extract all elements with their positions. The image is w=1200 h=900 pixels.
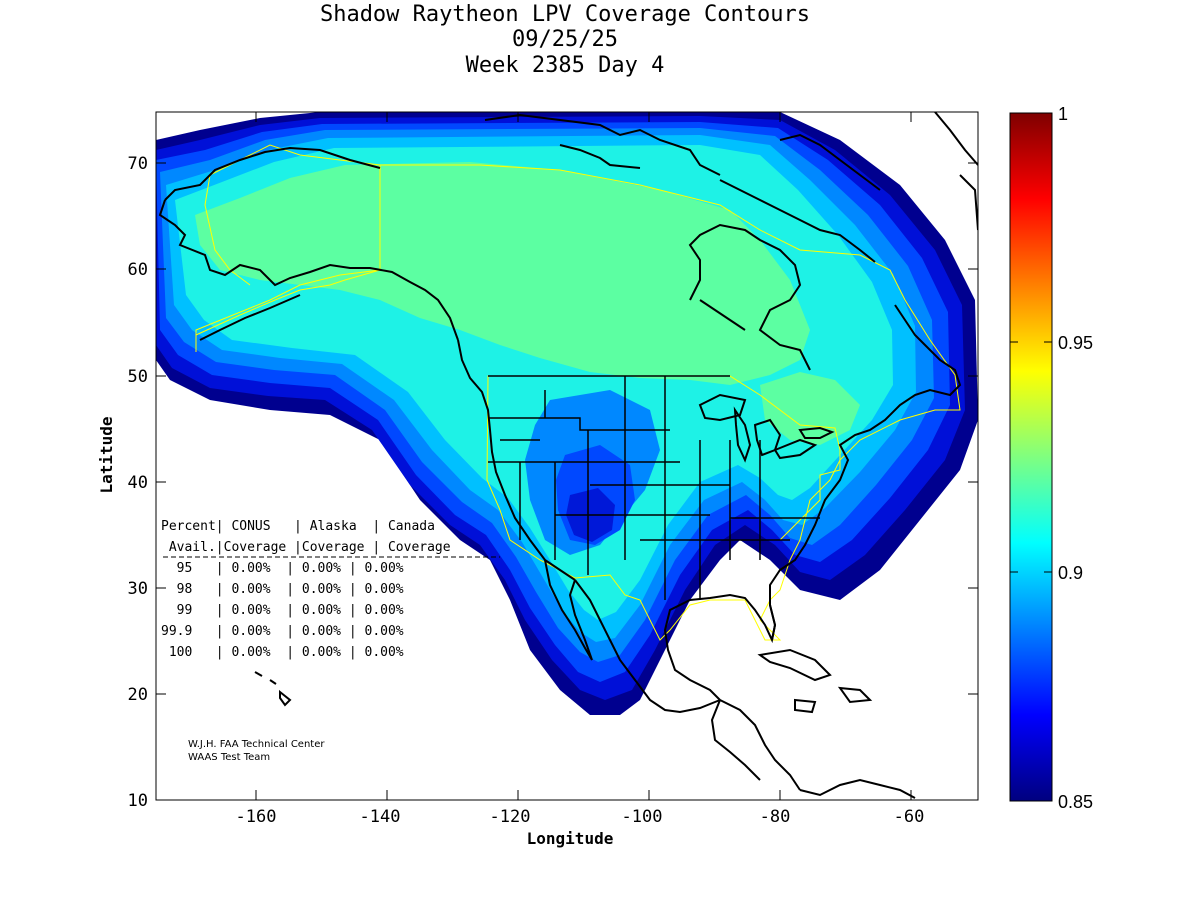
credit-line: WAAS Test Team [188, 752, 270, 763]
table-row: 99.9 | 0.00% | 0.00% | 0.00% [161, 624, 404, 639]
colorbar [1009, 112, 1053, 802]
table-header: Avail.|Coverage |Coverage | Coverage [161, 540, 451, 555]
x-axis-label: Longitude [527, 829, 614, 848]
coverage-table: Percent| CONUS | Alaska | Canada Avail.|… [161, 519, 500, 660]
tick-marks [156, 112, 978, 800]
chart-week-day: Week 2385 Day 4 [466, 53, 665, 78]
table-row: 95 | 0.00% | 0.00% | 0.00% [161, 561, 404, 576]
table-row: 98 | 0.00% | 0.00% | 0.00% [161, 582, 404, 597]
table-header: Percent| CONUS | Alaska | Canada [161, 519, 435, 534]
colorbar-tick-label: 1 [1058, 104, 1068, 124]
x-tick-label: -120 [490, 807, 531, 827]
colorbar-tick-label: 0.9 [1058, 563, 1083, 583]
y-tick-label: 20 [128, 685, 148, 705]
colorbar-tick-label: 0.95 [1058, 333, 1093, 353]
y-tick-label: 10 [128, 791, 148, 811]
x-tick-label: -100 [622, 807, 663, 827]
table-row: 99 | 0.00% | 0.00% | 0.00% [161, 603, 404, 618]
table-row: 100 | 0.00% | 0.00% | 0.00% [161, 645, 404, 660]
y-axis-label: Latitude [97, 416, 116, 493]
contour-091-east [760, 372, 860, 445]
contour-091-north [195, 162, 810, 385]
y-tick-label: 30 [128, 579, 148, 599]
y-tick-label: 70 [128, 154, 148, 174]
plot-frame [155, 111, 979, 801]
y-tick-label: 60 [128, 260, 148, 280]
colorbar-tick-label: 0.85 [1058, 792, 1093, 812]
x-tick-label: -160 [236, 807, 277, 827]
colorbar-ticks [1010, 341, 1052, 573]
x-tick-label: -140 [360, 807, 401, 827]
x-tick-label: -60 [894, 807, 925, 827]
plot-area [156, 112, 978, 800]
y-tick-label: 50 [128, 367, 148, 387]
chart-title: Shadow Raytheon LPV Coverage Contours [320, 2, 810, 27]
state-boundaries [488, 375, 820, 600]
coastlines [158, 112, 978, 799]
credit-line: W.J.H. FAA Technical Center [188, 739, 325, 750]
x-tick-label: -80 [760, 807, 791, 827]
chart-date: 09/25/25 [512, 27, 618, 52]
y-tick-label: 40 [128, 473, 148, 493]
